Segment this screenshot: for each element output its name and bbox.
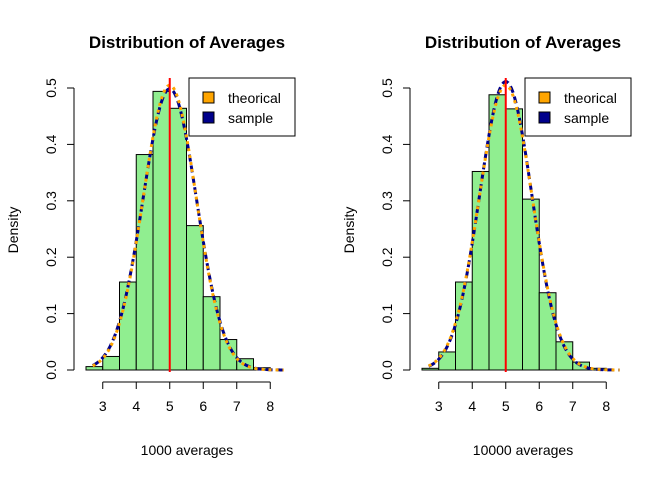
legend-label-sample: sample — [564, 110, 609, 126]
theoretical-density-curve — [92, 83, 284, 372]
x-tick-label: 6 — [199, 398, 207, 414]
x-tick-label: 6 — [535, 398, 543, 414]
histogram-bar-0 — [421, 367, 440, 371]
histogram-bar-7 — [202, 296, 221, 371]
histogram-panel-right: Distribution of Averages 10000 averages … — [341, 33, 632, 458]
legend: theorical sample — [524, 77, 632, 137]
legend-label-theoretical: theorical — [564, 90, 617, 106]
legend: theorical sample — [188, 77, 296, 137]
x-tick-label: 7 — [569, 398, 577, 414]
legend-label-sample: sample — [228, 110, 273, 126]
y-tick-label: 0.4 — [379, 134, 395, 154]
histogram-bar-3 — [471, 170, 490, 371]
density-curves — [92, 78, 284, 372]
y-tick-label: 0.2 — [43, 247, 59, 267]
x-axis-label: 10000 averages — [473, 442, 573, 458]
y-tick-label: 0.1 — [379, 304, 395, 324]
y-tick-label: 0.4 — [43, 134, 59, 154]
x-tick-label: 3 — [435, 398, 443, 414]
legend-swatch-theoretical — [538, 91, 551, 104]
legend-box — [524, 77, 632, 137]
histogram-bar-8 — [219, 339, 238, 371]
y-tick-label: 0.0 — [379, 360, 395, 380]
legend-label-theoretical: theorical — [228, 90, 281, 106]
x-tick-label: 7 — [233, 398, 241, 414]
legend-swatch-theoretical — [202, 91, 215, 104]
histogram-panel-left: Distribution of Averages 1000 averages D… — [5, 33, 296, 458]
x-tick-label: 4 — [132, 398, 140, 414]
x-tick-label: 4 — [468, 398, 476, 414]
x-tick-label: 8 — [602, 398, 610, 414]
y-axis-label: Density — [341, 207, 357, 254]
x-tick-label: 5 — [502, 398, 510, 414]
histogram-bar-6 — [186, 225, 204, 371]
histogram-bar-8 — [555, 341, 574, 371]
chart-title: Distribution of Averages — [89, 33, 285, 52]
y-tick-label: 0.3 — [379, 191, 395, 211]
histogram-bar-1 — [102, 355, 120, 371]
y-tick-label: 0.2 — [379, 247, 395, 267]
histogram-bar-4 — [488, 94, 507, 371]
y-axis: 0.0 0.1 0.2 0.3 0.4 0.5 — [379, 78, 411, 380]
x-tick-label: 3 — [99, 398, 107, 414]
histogram-bar-7 — [538, 292, 557, 371]
chart-title: Distribution of Averages — [425, 33, 621, 52]
histogram-bar-5 — [505, 108, 523, 371]
y-tick-label: 0.0 — [43, 360, 59, 380]
sample-density-curve — [92, 87, 284, 372]
legend-swatch-sample — [538, 111, 551, 124]
x-axis: 3 4 5 6 7 8 — [435, 381, 610, 414]
histogram-bar-6 — [522, 198, 540, 371]
y-tick-label: 0.1 — [43, 304, 59, 324]
legend-swatch-sample — [202, 111, 215, 124]
histogram-bar-5 — [169, 107, 187, 371]
y-axis: 0.0 0.1 0.2 0.3 0.4 0.5 — [43, 78, 75, 380]
x-tick-label: 5 — [166, 398, 174, 414]
legend-box — [188, 77, 296, 137]
y-tick-label: 0.3 — [43, 191, 59, 211]
y-tick-label: 0.5 — [379, 78, 395, 98]
y-tick-label: 0.5 — [43, 78, 59, 98]
histogram-bar-0 — [85, 366, 104, 371]
density-curves — [428, 78, 620, 372]
histogram-bars — [421, 94, 607, 371]
y-axis-label: Density — [5, 207, 21, 254]
theoretical-density-curve — [428, 83, 620, 372]
histogram-bar-2 — [119, 281, 137, 371]
x-axis-label: 1000 averages — [141, 442, 234, 458]
x-tick-label: 8 — [266, 398, 274, 414]
x-axis: 3 4 5 6 7 8 — [99, 381, 274, 414]
